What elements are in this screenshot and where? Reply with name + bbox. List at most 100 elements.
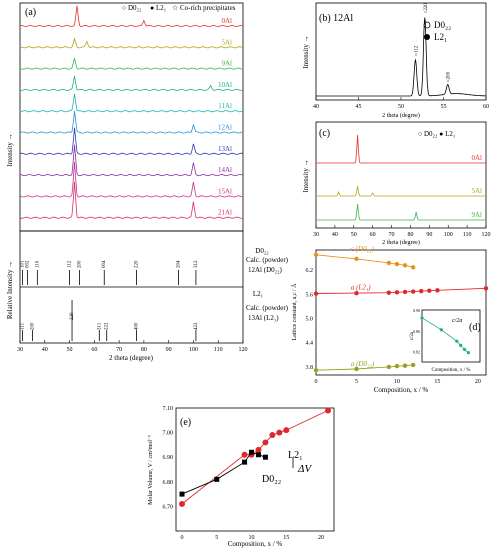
panel-a-xtick-120: 120	[239, 347, 248, 353]
panel-d-point-a (L2₁)	[435, 288, 440, 293]
calc-d022-label2: 12Al (D0₂₂)	[248, 266, 283, 274]
panel-e: (e) Molar Volume, V / cm³mol⁻¹ 6.706.806…	[148, 406, 335, 548]
panel-c-ylabel: Intensity →	[302, 159, 310, 192]
panel-e-dv-label: ΔV	[297, 463, 312, 475]
calc-l21-peak-label-422: 422	[194, 322, 199, 330]
calc-d022-peak-label-002: 002	[25, 260, 30, 268]
panel-d-inset-point	[420, 316, 424, 320]
trace-13Al	[19, 127, 244, 155]
panel-d-point-a (D0₂₂)	[394, 363, 400, 369]
panel-b-xlabel: 2 theta (degree)	[382, 112, 420, 119]
calc-d022-peak-label-204: 204	[177, 260, 182, 268]
panel-c-xtick-40: 40	[332, 232, 338, 238]
calc-d022-title: D0₂₂	[255, 247, 269, 255]
panel-d-point-c (D0₂₂)	[313, 252, 319, 258]
panel-e-line-D0₂₂	[181, 451, 266, 495]
panel-c: (c) ○ D0₂₂ ● L2₁ Intensity → 0Al 5Al 9Al 3…	[302, 121, 491, 246]
panel-d-inset-point	[439, 328, 443, 332]
panel-e-point-L2₁	[276, 429, 283, 436]
panel-e-ytick-6.9: 6.90	[163, 455, 174, 461]
panel-d-xtick-0: 0	[315, 379, 318, 385]
panel-a-xticks: 30 40 50 60 70 80 90 100 110 120	[17, 340, 248, 353]
panel-d-point-a (L2₁)	[402, 289, 408, 295]
panel-d-point-a (D0₂₂)	[354, 366, 359, 372]
panel-c-xtick-120: 120	[482, 232, 491, 238]
panel-e-l21-label: L2₁	[288, 450, 303, 461]
panel-a-ylabel-rel: Relative Intensity →	[6, 261, 14, 319]
panel-b: (b) 12Al Intensity → D0₂₂ L2₁ ○112 ○220 ○2…	[302, 3, 489, 119]
panel-b-peak-label-220: ○220	[424, 3, 429, 14]
panel-c-trace-label-5Al: 5Al	[472, 187, 483, 195]
panel-d-label-a (D0₂₂): a (D0₂₂)	[351, 360, 375, 368]
panel-d-inset-point	[455, 339, 459, 343]
panel-c-frame	[315, 121, 487, 229]
panel-d-xlabel: Composition, x / %	[374, 386, 429, 394]
trace-9Al	[19, 58, 244, 70]
panel-e-d022-label: D0₂₂	[262, 474, 281, 485]
panel-b-peak-label-112: ○112	[414, 45, 419, 56]
panel-d-point-a (L2₁)	[313, 291, 319, 296]
panel-d-inset-ytick-0.9: 0.90	[413, 308, 420, 313]
panel-d-point-c (D0₂₂)	[386, 260, 392, 266]
panel-b-tag: (b) 12Al	[319, 13, 353, 24]
panel-c-xtick-110: 110	[463, 232, 472, 238]
calc-l21-title: L2₁	[253, 290, 263, 298]
trace-label-13Al: 13Al	[218, 145, 232, 153]
panel-a-xlabel: 2 theta (degree)	[109, 354, 154, 362]
panel-e-xtick-15: 15	[283, 535, 289, 541]
panel-d-xtick-20: 20	[475, 379, 481, 385]
panel-d-tag: (d)	[469, 322, 481, 333]
panel-d-inset-xlabel: Composition, x / %	[432, 368, 471, 373]
panel-e-plot: 6.70 6.80 6.90 7.00 7.10 0 5 10 15 20	[163, 406, 331, 541]
calc-l21-peak-label-200: 200	[30, 322, 35, 330]
panel-e-point-L2₁	[283, 427, 290, 434]
panel-d-ytick-6.2: 6.2	[306, 268, 314, 274]
panel-e-ytick-6.7: 6.70	[163, 504, 174, 510]
panel-a-tag: (a)	[25, 7, 36, 18]
panel-c-trace-label-9Al: 9Al	[472, 211, 483, 219]
panel-d-ytick-5: 5.0	[306, 317, 314, 323]
panel-d-point-c (D0₂₂)	[394, 261, 400, 267]
panel-e-frame	[175, 407, 335, 532]
panel-a-xtick-30: 30	[17, 347, 23, 353]
panel-d-point-c (D0₂₂)	[354, 256, 359, 262]
panel-d-plot: 3.8 4.4 5.0 5.6 6.2 0 5 10 15 20 c (D0₂₂) a (L2₁) a …	[306, 245, 489, 385]
panel-e-point-L2₁	[269, 432, 276, 439]
panel-e-point-L2₁	[325, 407, 331, 414]
panel-a-xtick-110: 110	[214, 347, 223, 353]
panel-a-xtick-90: 90	[166, 347, 172, 353]
calc-l21-peak-label-400: 400	[134, 322, 139, 330]
panel-b-xtick-55: 55	[441, 104, 447, 110]
panel-b-plot: ○112 ○220 ○200	[316, 3, 486, 97]
calc-d022-peak-label-004: 004	[102, 260, 107, 268]
trace-0Al	[19, 5, 244, 28]
panel-d-line-a (L2₁)	[315, 287, 487, 294]
panel-d-point-a (D0₂₂)	[402, 363, 408, 368]
panel-a-xtick-80: 80	[141, 347, 147, 353]
panel-c-trace-9Al	[316, 203, 486, 221]
panel-e-ytick-7: 7.00	[163, 431, 174, 437]
panel-d-point-c (D0₂₂)	[402, 263, 408, 268]
calc-l21-label2: 13Al (L2₁)	[248, 314, 279, 322]
panel-d-point-a (L2₁)	[394, 290, 400, 295]
panel-e-xtick-20: 20	[318, 535, 324, 541]
panel-a-legend-co: ☆ Co-rich precipitates	[172, 4, 236, 12]
calc-d022-label1: Calc. (powder)	[246, 256, 289, 264]
panel-c-xtick-70: 70	[389, 232, 395, 238]
panel-e-point-L2₁	[262, 439, 269, 446]
panel-a-calc-peaks: 101 002 110 112 200 004 220 204 312 111 200 220 311 2…	[20, 260, 199, 341]
panel-d-point-a (L2₁)	[419, 288, 424, 294]
panel-d-inset-ylabel: c/2a	[410, 331, 415, 340]
panel-b-legend-marker-l21	[424, 34, 430, 40]
panel-c-trace-5Al	[316, 185, 486, 197]
panel-e-xtick-5: 5	[215, 535, 218, 541]
panel-e-point-L2₁	[179, 500, 185, 507]
panel-a-ylabel: Intensity →	[6, 133, 14, 166]
panel-c-xlabel: 2 theta (degree)	[382, 239, 420, 246]
panel-d-point-a (L2₁)	[410, 289, 416, 294]
trace-14Al	[19, 144, 244, 177]
trace-21Al	[19, 181, 244, 219]
panel-e-ytick-7.1: 7.10	[163, 406, 174, 412]
panel-d-ylabel: Lattice constant, a,c / Å	[290, 283, 298, 341]
panel-d-point-a (D0₂₂)	[313, 367, 319, 373]
